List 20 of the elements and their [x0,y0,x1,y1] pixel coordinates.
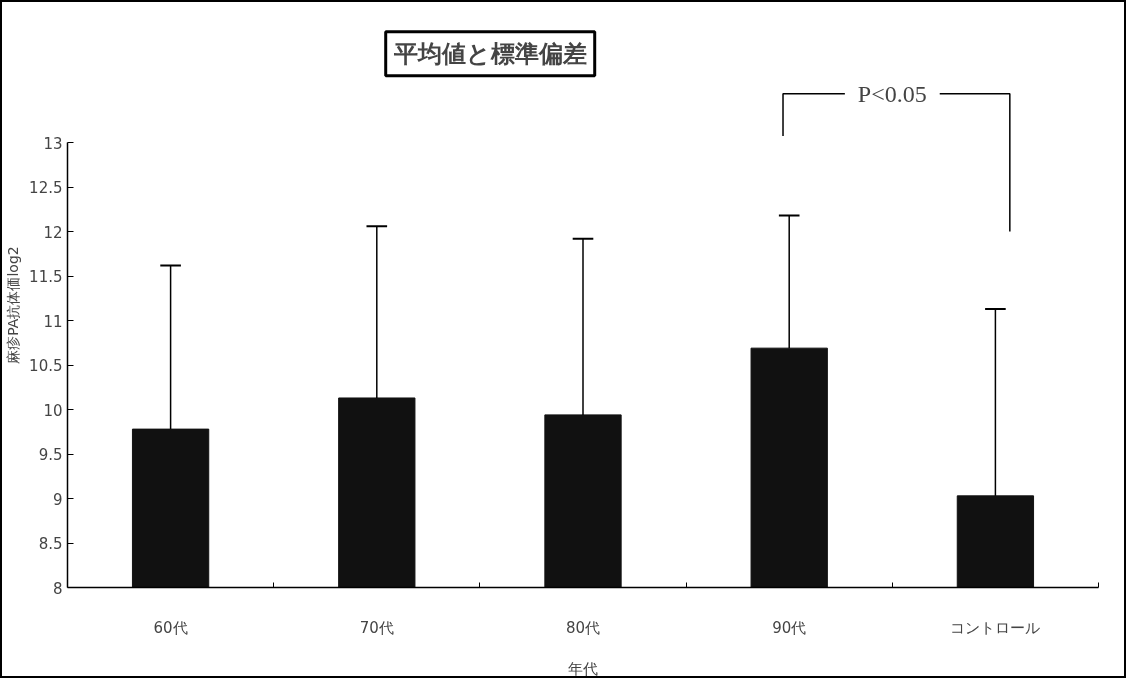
y-tick-label: 8 [52,579,63,598]
x-tick-label: コントロール [950,618,1041,637]
y-tick-label: 9.5 [38,446,63,465]
y-tick-label: 12.5 [29,179,63,198]
y-tick-label: 8.5 [38,535,63,554]
y-tick-label: 12 [43,223,63,242]
text: P<0.05 [857,80,927,107]
x-tick-label: 80代 [565,618,601,637]
y-tick-label: 13 [43,134,63,153]
x-axis-title: 年代 [568,659,598,678]
y-tick-label: 10.5 [29,357,63,376]
x-tick-label: 90代 [772,618,807,637]
y-tick-label: 11.5 [29,268,63,287]
x-tick-label: 60代 [153,618,188,637]
x-tick-label: 70代 [359,618,394,637]
y-tick-label: 9 [52,490,63,509]
y-tick-label: 10 [43,401,63,420]
y-tick-label: 11 [43,312,63,331]
chart-title: 平均値と標準偏差 [392,39,587,68]
y-axis-title: 麻疹PA抗体価log2 [5,246,22,364]
